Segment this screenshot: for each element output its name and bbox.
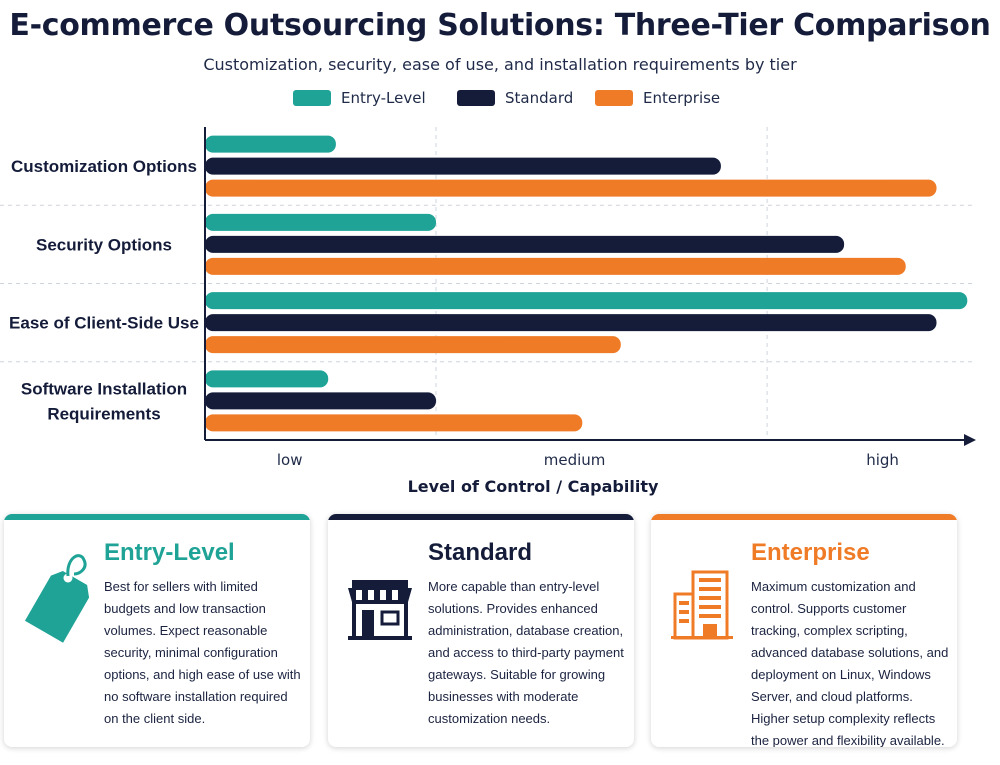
chart-grid [0,127,975,440]
tier-card-standard: Standard More capable than entry-level s… [328,514,634,747]
card-title: Entry-Level [104,539,235,566]
bar-standard-customization-options [205,157,721,175]
chart-bars [205,135,968,432]
chart-legend: Entry-Level Standard Enterprise [0,89,1000,113]
bar-standard-ease-of-client-side-use [205,314,937,332]
bar-entry-level-software-installation-requirements [205,370,329,388]
card-description: Maximum customization and control. Suppo… [751,579,949,747]
tier-card-entry-level: Entry-Level Best for sellers with limite… [4,514,310,747]
price-tag-icon [24,554,90,643]
card-accent-bar [4,514,310,520]
legend-swatch-standard [457,90,495,106]
legend-item-standard: Standard [457,89,573,107]
office-building-icon [671,570,733,640]
bar-entry-level-security-options [205,213,436,231]
legend-swatch-enterprise [595,90,633,106]
category-label: Customization Options [11,157,197,176]
x-tick-label: low [277,451,303,469]
card-description: Best for sellers with limited budgets an… [104,579,301,726]
chart-labels: Customization Options Security Options Eas… [9,157,899,469]
card-title: Standard [428,539,533,566]
x-axis-arrow-icon [964,434,976,446]
category-label: Ease of Client-Side Use [9,314,199,333]
bar-standard-software-installation-requirements [205,392,436,410]
x-tick-label: medium [544,451,606,469]
card-accent-bar [328,514,634,520]
tier-card-enterprise: Enterprise Maximum customization and con… [651,514,957,747]
bar-enterprise-customization-options [205,179,937,197]
card-title: Enterprise [751,539,870,566]
chart-axes [204,127,976,446]
page-title: E-commerce Outsourcing Solutions: Three-… [9,8,991,43]
legend-label-enterprise: Enterprise [643,89,721,107]
card-description: More capable than entry-level solutions.… [428,579,624,726]
x-tick-label: high [866,451,899,469]
legend-label-standard: Standard [505,89,574,107]
storefront-icon [348,580,412,640]
legend-item-entry-level: Entry-Level [293,89,426,107]
bar-chart: Customization Options Security Options Eas… [0,127,976,496]
bar-enterprise-security-options [205,257,906,275]
bar-standard-security-options [205,235,845,253]
x-axis-title: Level of Control / Capability [408,477,659,496]
page-subtitle: Customization, security, ease of use, an… [203,55,797,74]
bar-entry-level-ease-of-client-side-use [205,292,968,310]
bar-enterprise-ease-of-client-side-use [205,336,621,354]
bar-entry-level-customization-options [205,135,336,153]
category-label: Software Installation Requirements [21,379,187,423]
legend-label-entry-level: Entry-Level [341,89,426,107]
category-label: Security Options [36,235,172,254]
card-accent-bar [651,514,957,520]
bar-enterprise-software-installation-requirements [205,414,583,432]
legend-item-enterprise: Enterprise [595,89,720,107]
legend-swatch-entry-level [293,90,331,106]
